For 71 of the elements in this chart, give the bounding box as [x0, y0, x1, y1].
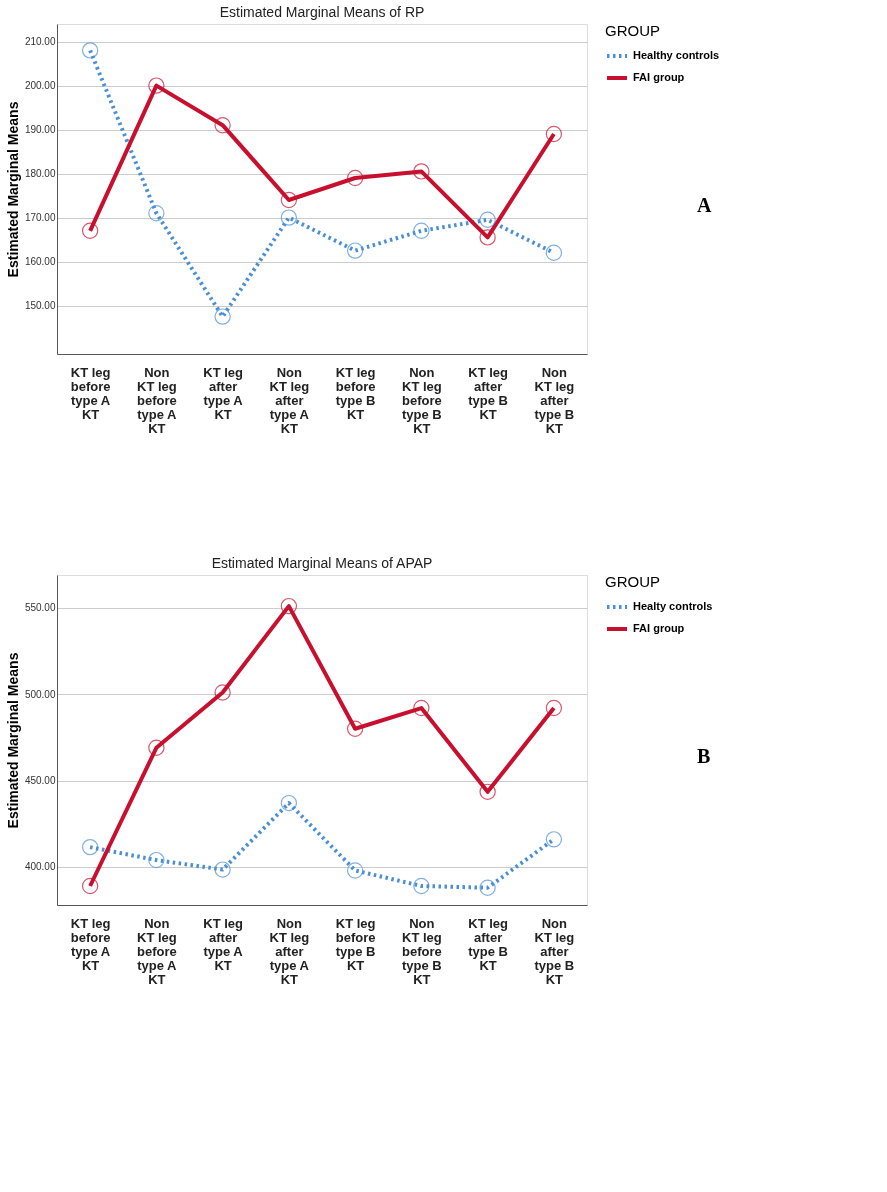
- point: [148, 739, 165, 756]
- point: [280, 597, 298, 615]
- y-tick-label: 550.00: [24, 602, 56, 614]
- point: [148, 77, 165, 94]
- x-tick-label: Non KT leg after type A KT: [269, 915, 310, 987]
- x-tick-label: KT leg before type B KT: [335, 364, 376, 422]
- point: [413, 163, 430, 180]
- point: [81, 877, 99, 895]
- x-tick-label: KT leg after type A KT: [203, 915, 244, 973]
- point: [479, 229, 496, 246]
- x-tick-label: KT leg after type A KT: [203, 364, 244, 422]
- y-tick-label: 450.00: [24, 775, 56, 787]
- x-tick-label: KT leg before type A KT: [70, 364, 111, 422]
- y-tick-label: 170.00: [24, 212, 56, 224]
- legend-label: FAI group: [633, 71, 685, 83]
- point: [346, 862, 364, 879]
- point: [545, 831, 563, 848]
- point: [214, 684, 231, 701]
- chart-title: Estimated Marginal Means of APAP: [211, 555, 433, 571]
- point: [545, 125, 563, 143]
- point: [81, 838, 99, 856]
- x-tick-label: Non KT leg before type B KT: [402, 915, 442, 987]
- point: [280, 191, 298, 209]
- y-tick-label: 200.00: [24, 80, 56, 92]
- y-tick-label: 180.00: [24, 168, 56, 180]
- legend-label: Healty controls: [633, 600, 713, 612]
- y-tick-label: 210.00: [24, 36, 56, 48]
- legend-title: GROUP: [605, 22, 661, 39]
- point: [214, 861, 231, 878]
- x-tick-label: Non KT leg after type A KT: [269, 364, 310, 436]
- point: [479, 879, 496, 896]
- x-tick-label: Non KT leg after type B KT: [534, 364, 575, 436]
- point: [545, 699, 563, 717]
- point: [280, 209, 298, 226]
- legend-title: GROUP: [605, 573, 661, 590]
- text: B: [697, 744, 711, 767]
- point: [413, 877, 430, 895]
- legend-label: FAI group: [633, 622, 685, 634]
- x-tick-label: KT leg before type B KT: [335, 915, 376, 973]
- point: [413, 699, 430, 717]
- x-tick-label: Non KT leg before type A KT: [137, 915, 178, 987]
- y-tick-label: 400.00: [24, 861, 56, 873]
- y-tick-label: 500.00: [24, 688, 56, 700]
- y-tick-label: 190.00: [24, 124, 56, 136]
- chart-title: Estimated Marginal Means of RP: [219, 4, 425, 20]
- point: [545, 244, 563, 261]
- x-tick-label: Non KT leg before type A KT: [137, 364, 178, 436]
- legend-label: Healthy controls: [633, 49, 720, 61]
- point: [479, 783, 496, 800]
- point: [479, 211, 496, 228]
- y-tick-label: 150.00: [24, 300, 56, 312]
- x-tick-label: KT leg before type A KT: [70, 915, 111, 973]
- point: [81, 42, 99, 59]
- point: [148, 851, 165, 869]
- text: A: [697, 193, 712, 216]
- point: [346, 720, 364, 737]
- point: [346, 242, 364, 259]
- point: [81, 222, 99, 239]
- point: [214, 117, 231, 134]
- point: [413, 222, 430, 239]
- y-axis-title: Estimated Marginal Means: [4, 101, 21, 278]
- point: [148, 205, 165, 222]
- point: [280, 794, 298, 812]
- x-tick-label: KT leg after type B KT: [468, 364, 509, 422]
- y-axis-title: Estimated Marginal Means: [4, 652, 21, 829]
- y-tick-label: 160.00: [24, 256, 56, 268]
- point: [214, 308, 231, 325]
- x-tick-label: Non KT leg before type B KT: [402, 364, 442, 436]
- x-tick-label: KT leg after type B KT: [468, 915, 509, 973]
- x-tick-label: Non KT leg after type B KT: [534, 915, 575, 987]
- point: [346, 169, 364, 187]
